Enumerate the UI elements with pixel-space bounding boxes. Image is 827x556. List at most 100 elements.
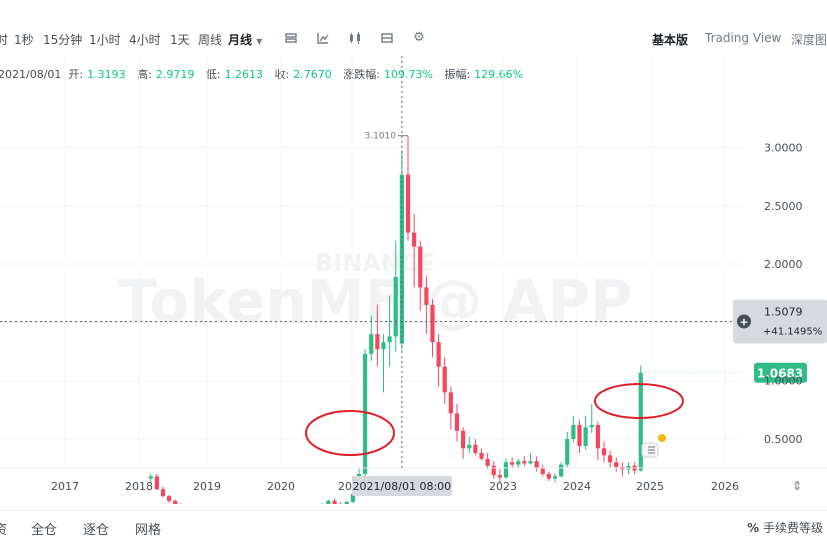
candle (491, 461, 496, 479)
chart-toolbar: 时 1秒 15分钟 1小时 4小时 1天 周线 月线 ▼ ⚙ 基本版 Tradi… (0, 24, 827, 54)
candle (479, 448, 484, 460)
candle-body (510, 462, 515, 465)
candles (148, 135, 643, 504)
candle-body (638, 372, 643, 471)
candle-body (503, 462, 509, 478)
scale-toggle-icon[interactable]: ⇕ (792, 479, 802, 493)
candle-body (467, 444, 472, 449)
layout-icon[interactable] (380, 31, 394, 45)
indicator-icon[interactable] (316, 31, 330, 45)
candle-body (540, 468, 545, 474)
candle-body (595, 425, 600, 449)
candle (148, 473, 153, 484)
candle (399, 150, 404, 351)
candle-body (583, 427, 588, 446)
candle (516, 458, 521, 469)
candle-body (608, 455, 613, 463)
candle (160, 486, 166, 498)
candle (375, 304, 380, 367)
candle (601, 441, 607, 463)
candle (620, 462, 625, 477)
crosshair: +1.5079 +41.1495% 2021/08/01 08:00 (0, 56, 827, 496)
tab-grid[interactable]: 网格 (135, 523, 162, 538)
candle-body (473, 444, 478, 453)
price-chart[interactable]: TokenMF @ APP BINANCE 3.10100.01761.0683… (0, 56, 827, 504)
candle-body (552, 476, 558, 479)
interval-1month[interactable]: 月线 ▼ (228, 31, 262, 48)
candle-body (430, 304, 435, 343)
plus-icon-glyph: + (739, 315, 748, 328)
candle (552, 473, 558, 483)
candle (454, 404, 460, 442)
interval-hour[interactable]: 时 (0, 33, 9, 47)
x-tick-label: 2025 (636, 480, 664, 493)
interval-1h[interactable]: 1小时 (89, 33, 121, 47)
interval-1month-label: 月线 (228, 33, 253, 47)
candle-body (424, 287, 429, 305)
candle-body (405, 174, 411, 233)
candle (442, 357, 447, 405)
candle-body (326, 500, 331, 504)
candle-body (565, 439, 570, 465)
high-value: 2.9719 (155, 68, 195, 81)
candle-body (448, 392, 453, 414)
event-note-icon[interactable] (641, 434, 666, 458)
candle (393, 240, 398, 352)
candle (332, 498, 337, 504)
amplitude-value: 129.66% (474, 68, 524, 81)
chevron-down-icon: ▼ (256, 37, 263, 46)
candle (340, 501, 342, 504)
high-marker-label: 3.1010 (365, 132, 397, 142)
candle (577, 420, 582, 453)
candle (180, 503, 182, 504)
plus-icon (737, 314, 751, 329)
candle-body (522, 461, 527, 464)
settings-icon[interactable]: ⚙ (413, 30, 425, 45)
fee-level-link[interactable]: % 手续费等级 (747, 519, 823, 536)
tab-cross-margin[interactable]: 全仓 (31, 523, 58, 538)
y-tick-label: 0.5000 (764, 433, 803, 446)
highlight-circle-2020 (305, 410, 395, 456)
interval-1d[interactable]: 1天 (170, 33, 190, 47)
interval-4h[interactable]: 4小时 (129, 33, 161, 47)
x-tick-label: 2019 (193, 480, 221, 493)
candle (559, 462, 564, 478)
candle-style-icon[interactable] (348, 31, 362, 45)
candle-body (442, 366, 447, 393)
y-tick-label: 1.0000 (764, 375, 803, 388)
candle (522, 456, 527, 466)
interval-1w[interactable]: 周线 (198, 33, 223, 47)
tab-isolated-margin[interactable]: 逐仓 (83, 523, 110, 538)
candle (436, 334, 441, 387)
candle (430, 299, 435, 358)
crosshair-price-box (733, 299, 827, 344)
crosshair-time-box (351, 476, 452, 496)
view-basic[interactable]: 基本版 (652, 33, 689, 47)
interval-1s[interactable]: 1秒 (14, 33, 34, 47)
candle (173, 499, 178, 504)
fee-level-label: 手续费等级 (762, 521, 823, 535)
x-tick-label: 2023 (489, 480, 517, 493)
amplitude-label: 振幅: (444, 68, 471, 81)
tab-assets[interactable]: 资 (0, 523, 8, 538)
candle-type-icon[interactable] (284, 31, 298, 45)
candle (614, 457, 619, 472)
last-price-value: 1.0683 (757, 367, 803, 381)
view-tradingview[interactable]: Trading View (705, 31, 782, 45)
candle-body (601, 448, 607, 456)
candle (546, 471, 551, 481)
crosshair-time-label: 2021/08/01 08:00 (353, 480, 452, 493)
interval-15m[interactable]: 15分钟 (43, 33, 83, 47)
candle (528, 452, 533, 465)
x-tick-label: 2024 (563, 480, 591, 493)
candle-body (369, 334, 374, 354)
view-depth[interactable]: 深度图 (791, 33, 827, 47)
candle-body (479, 452, 484, 459)
candle-body (491, 465, 496, 476)
candle-body (497, 475, 502, 478)
chart-grid (0, 56, 742, 468)
open-value: 1.3193 (87, 68, 126, 81)
candle-body (173, 500, 178, 504)
candle-body (571, 425, 576, 439)
candle (154, 473, 159, 491)
